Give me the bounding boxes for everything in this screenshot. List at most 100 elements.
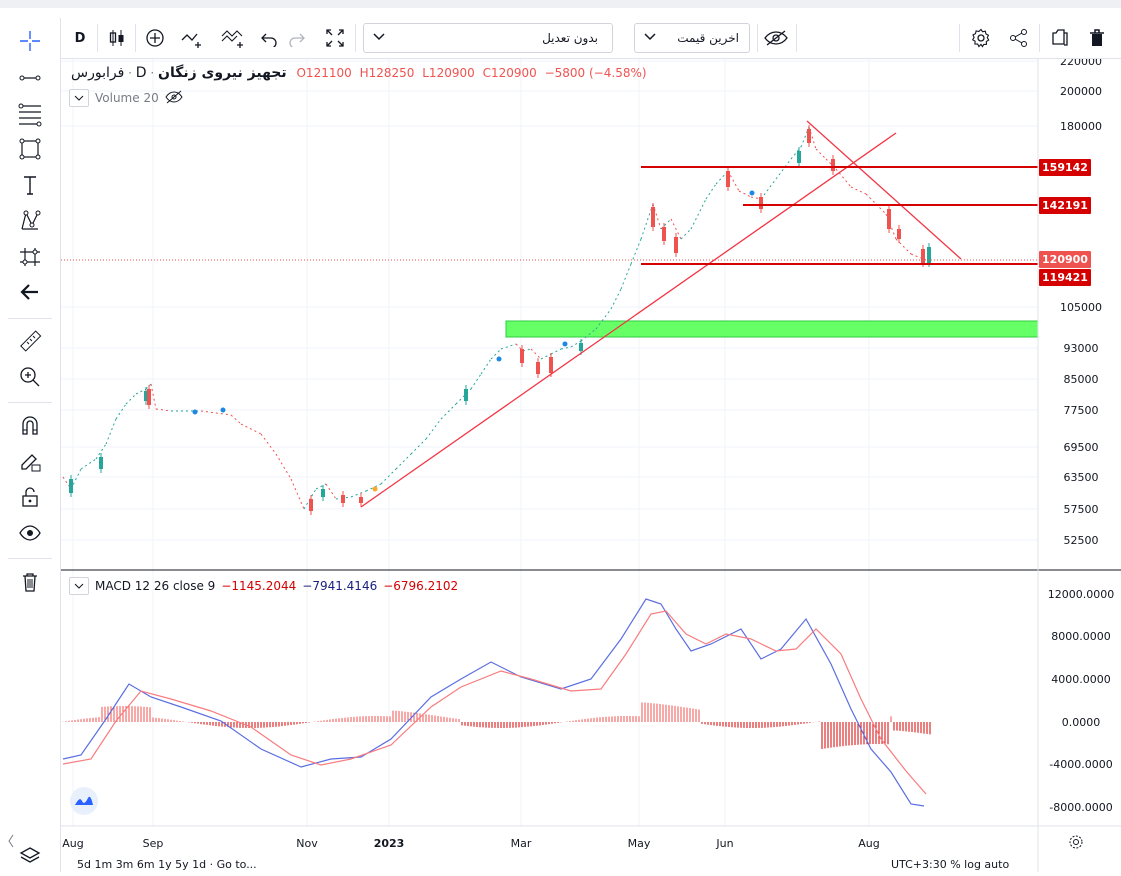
uptrend-line[interactable]: [360, 132, 897, 508]
price-dash: [705, 183, 717, 200]
candle-body: [144, 391, 148, 401]
chevron-down-icon: [372, 31, 386, 45]
eye-visibility-icon[interactable]: [14, 520, 46, 546]
toolbar-separator: [757, 24, 758, 52]
demand-zone-rectangle[interactable]: [505, 320, 1039, 338]
price-axis-label: 52500: [1064, 534, 1099, 547]
share-icon[interactable]: [1007, 26, 1031, 50]
ruler-tool-icon[interactable]: [14, 328, 46, 354]
hide-eye-icon[interactable]: [761, 26, 791, 50]
layers-icon[interactable]: [14, 844, 46, 870]
snapshot-icon[interactable]: [1048, 26, 1072, 50]
hidden-eye-icon[interactable]: [165, 90, 183, 107]
macd-axis-label: 8000.0000: [1051, 630, 1111, 643]
indicators-icon[interactable]: [179, 26, 205, 50]
price-dash: [325, 483, 337, 500]
price-axis-label: 69500: [1064, 441, 1099, 454]
prediction-tool-icon[interactable]: [14, 244, 46, 270]
drawings[interactable]: [61, 120, 1038, 508]
event-marker[interactable]: [192, 409, 198, 415]
delete-trash-icon[interactable]: [1085, 26, 1109, 50]
collapse-toolbar-icon[interactable]: [4, 828, 18, 854]
price-dash: [490, 348, 502, 360]
downtrend-line[interactable]: [806, 120, 962, 260]
macd-legend[interactable]: MACD 12 26 close 9 −1145.2044 −7941.4146…: [69, 577, 458, 595]
candle-body: [520, 349, 524, 363]
drawing-toolbar: [0, 18, 61, 872]
trend-line-tool-icon[interactable]: [14, 65, 46, 91]
price-type-select-value: اخرین قیمت: [677, 31, 739, 45]
compare-add-symbol-icon[interactable]: [143, 26, 167, 50]
macd-signal-value: −6796.2102: [383, 579, 459, 593]
price-dash: [595, 308, 612, 330]
candle-body: [309, 499, 313, 511]
macd-axis-label: 4000.0000: [1051, 673, 1111, 686]
macd-pane: [62, 598, 931, 807]
chart-svg[interactable]: 220000 200000 180000 105000 93000 85000 77500 6…: [61, 55, 1121, 872]
price-dash: [115, 403, 127, 420]
back-arrow-icon[interactable]: [14, 279, 46, 305]
price-dash: [530, 348, 542, 360]
price-dash: [522, 348, 532, 352]
trash-icon[interactable]: [14, 569, 46, 595]
range-buttons[interactable]: 5d 1m 3m 6m 1y 5y 1d · Go to...: [77, 858, 257, 871]
event-marker[interactable]: [496, 356, 502, 362]
event-marker[interactable]: [749, 190, 755, 196]
volume-label: Volume 20: [95, 91, 159, 105]
rectangle-tool-icon[interactable]: [14, 136, 46, 162]
price-type-select[interactable]: اخرین قیمت: [634, 23, 750, 53]
chart-area[interactable]: 220000 200000 180000 105000 93000 85000 77500 6…: [61, 55, 1121, 872]
event-marker[interactable]: [562, 341, 568, 347]
time-axis-label: Jun: [715, 837, 733, 850]
chevron-down-icon[interactable]: [69, 89, 89, 107]
lock-drawings-pencil-icon[interactable]: [14, 448, 46, 474]
price-axis[interactable]: 220000 200000 180000 105000 93000 85000 77500 6…: [1060, 55, 1102, 547]
toolbar-separator: [97, 24, 98, 52]
macd-axis-label: -8000.0000: [1049, 801, 1112, 814]
candle-body: [69, 479, 73, 493]
text-tool-icon[interactable]: [14, 172, 46, 198]
zoom-in-icon[interactable]: [14, 364, 46, 390]
price-tag: [1039, 197, 1091, 214]
magnet-icon[interactable]: [14, 413, 46, 439]
undo-icon[interactable]: [259, 26, 279, 50]
legend-high: H128250: [359, 66, 415, 80]
event-marker[interactable]: [220, 407, 226, 413]
price-dash: [690, 198, 707, 230]
fullscreen-icon[interactable]: [323, 26, 347, 50]
price-dash: [455, 388, 472, 405]
timezone-and-scale[interactable]: UTC+3:30 % log auto: [891, 858, 1010, 871]
redo-icon[interactable]: [287, 26, 307, 50]
settings-gear-icon[interactable]: [969, 26, 993, 50]
price-dash: [275, 453, 292, 480]
pattern-tool-icon[interactable]: [14, 208, 46, 234]
bottom-toolbar[interactable]: 5d 1m 3m 6m 1y 5y 1d · Go to... UTC+3:30…: [61, 858, 1009, 871]
price-dash: [350, 490, 367, 498]
symbol-legend[interactable]: فرابورس · D · تجهیز نیروی زنگان O121100 …: [71, 65, 647, 81]
price-dash: [80, 458, 97, 470]
candle-body: [897, 229, 901, 239]
volume-legend[interactable]: Volume 20: [69, 89, 183, 107]
price-axis-label: 200000: [1060, 85, 1102, 98]
price-dash: [652, 203, 662, 230]
legend-symbol-name: تجهیز نیروی زنگان: [158, 65, 287, 81]
price-dash: [580, 328, 597, 342]
candles-chart-type-icon[interactable]: [105, 26, 129, 50]
time-axis-settings-gear-icon[interactable]: [1069, 835, 1083, 849]
time-axis[interactable]: Aug Sep Nov 2023 Mar May Jun Aug: [62, 837, 879, 850]
chevron-down-icon[interactable]: [69, 577, 89, 595]
adjustment-select[interactable]: بدون تعدیل: [363, 23, 613, 53]
price-dash: [750, 196, 762, 200]
candle-body: [99, 457, 103, 469]
unlock-icon[interactable]: [14, 484, 46, 510]
event-marker[interactable]: [372, 486, 378, 492]
interval-button[interactable]: D: [74, 30, 86, 46]
fib-retracement-tool-icon[interactable]: [14, 101, 46, 127]
templates-icon[interactable]: [219, 26, 247, 50]
price-dash: [808, 126, 817, 150]
time-axis-label: Sep: [143, 837, 164, 850]
crosshair-tool-icon[interactable]: [14, 28, 46, 54]
legend-interval: D: [135, 65, 147, 81]
macd-axis[interactable]: 12000.0000 8000.0000 4000.0000 0.0000 -4000.…: [1048, 588, 1114, 814]
price-dash: [230, 414, 242, 425]
